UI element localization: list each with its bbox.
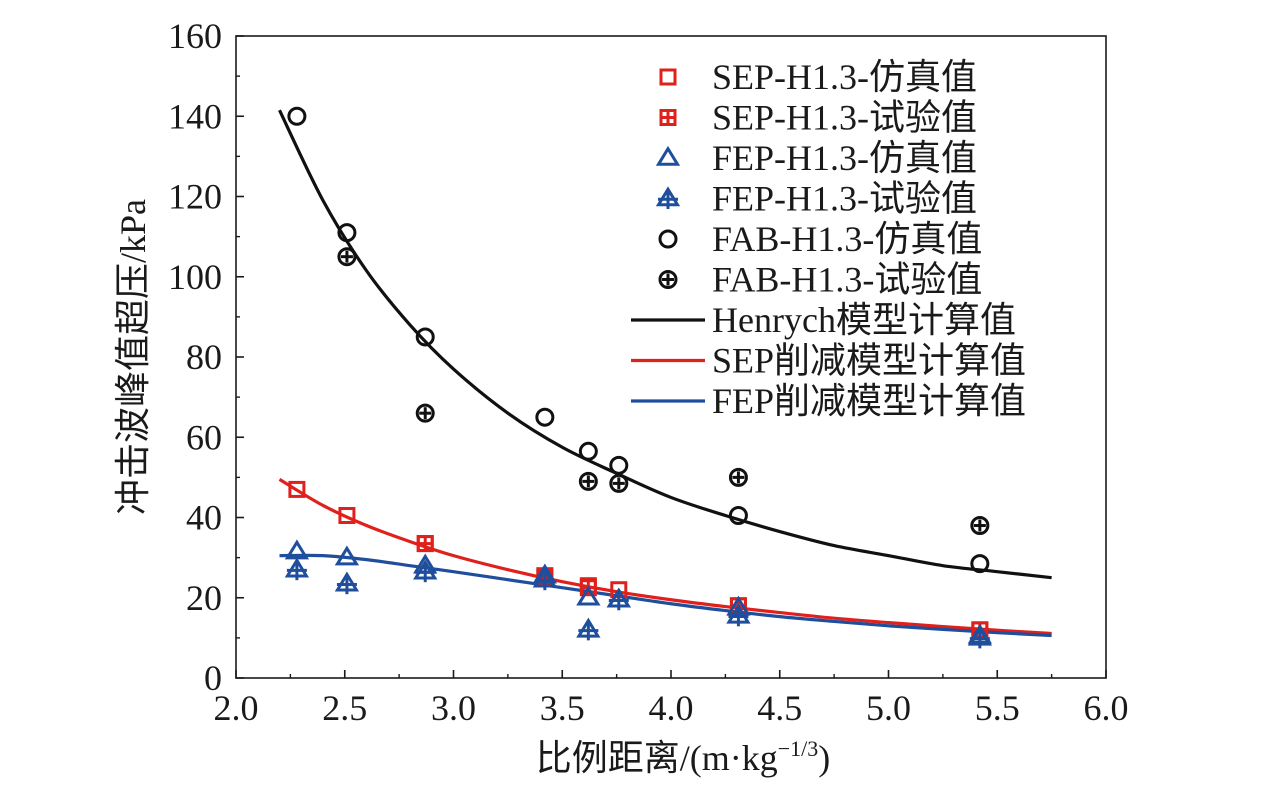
data-point [416, 535, 434, 553]
data-point [576, 585, 601, 606]
legend-item: SEP-H1.3-仿真值 [659, 57, 977, 97]
x-axis-title: 比例距离/(m·kg−1/3) [536, 736, 831, 778]
legend-marker [655, 186, 681, 209]
data-point [576, 617, 601, 641]
legend-label: Henrych模型计算值 [712, 300, 1016, 340]
x-tick-label: 2.0 [214, 688, 259, 728]
legend-item: FEP-H1.3-试验值 [655, 179, 977, 219]
data-point [337, 247, 357, 267]
data-point [578, 471, 598, 491]
x-tick-label: 2.5 [322, 688, 367, 728]
x-tick-label: 4.5 [757, 688, 802, 728]
data-point [970, 554, 990, 574]
data-point [606, 587, 631, 611]
y-tick-label: 20 [186, 578, 222, 618]
series-line [278, 478, 1052, 636]
data-point [967, 625, 993, 649]
data-point [728, 467, 748, 487]
x-tick-label: 5.5 [975, 688, 1020, 728]
legend-item: FAB-H1.3-试验值 [658, 260, 982, 300]
legend-item: SEP-H1.3-试验值 [659, 98, 977, 138]
y-tick-label: 160 [168, 16, 222, 56]
data-point [970, 516, 990, 536]
axis-ticks: 2.0 2.5 3.0 3.5 4.0 4.5 5.0 5.5 6.0 0 20 40 60 80 100 1… [168, 16, 1129, 728]
legend-label: FEP-H1.3-试验值 [712, 179, 977, 219]
y-tick-label: 120 [168, 177, 222, 217]
y-tick-label: 60 [186, 417, 222, 457]
data-point [532, 567, 558, 591]
x-tick-label: 4.0 [649, 688, 694, 728]
x-axis-title-main: 比例距离/(m·kg [536, 738, 778, 778]
data-point [284, 557, 310, 581]
data-point [415, 403, 435, 423]
legend-label: FEP-H1.3-仿真值 [712, 138, 977, 178]
data-point [578, 441, 598, 461]
y-tick-label: 40 [186, 498, 222, 538]
data-point [334, 571, 360, 595]
x-tick-label: 3.0 [431, 688, 476, 728]
data-point [413, 559, 438, 583]
legend-marker [655, 145, 681, 166]
data-point [726, 603, 751, 627]
legend-item: FEP削减模型计算值 [631, 381, 1026, 421]
data-point [535, 407, 555, 427]
data-point [415, 327, 435, 347]
legend-label: SEP-H1.3-仿真值 [712, 57, 977, 97]
legend-label: FAB-H1.3-仿真值 [712, 219, 982, 259]
y-tick-label: 100 [168, 257, 222, 297]
legend-item: Henrych模型计算值 [631, 300, 1016, 340]
legend-item: FEP-H1.3-仿真值 [655, 138, 977, 178]
legend-item: SEP削减模型计算值 [631, 341, 1026, 381]
legend-label: SEP-H1.3-试验值 [712, 98, 977, 138]
series-line [279, 553, 1052, 638]
data-point [287, 106, 307, 126]
y-tick-label: 0 [204, 658, 222, 698]
legend-marker [659, 109, 677, 126]
y-axis-title: 冲击波峰值超压/kPa [113, 199, 153, 515]
x-tick-label: 3.5 [540, 688, 585, 728]
y-tick-label: 80 [186, 337, 222, 377]
legend-marker [658, 270, 678, 289]
legend-marker [658, 229, 678, 249]
data-point [288, 480, 306, 498]
data-point [609, 455, 629, 475]
data-point [338, 506, 356, 524]
data-points [284, 106, 993, 649]
legend-item: FAB-H1.3-仿真值 [658, 219, 982, 259]
data-point [337, 223, 357, 243]
y-tick-label: 140 [168, 96, 222, 136]
legend-label: FAB-H1.3-试验值 [712, 260, 982, 300]
legend: SEP-H1.3-仿真值SEP-H1.3-试验值FEP-H1.3-仿真值FEP-… [631, 57, 1026, 421]
x-axis-title-superscript: −1/3 [778, 736, 819, 761]
legend-marker [659, 68, 677, 86]
legend-label: SEP削减模型计算值 [712, 341, 1026, 381]
legend-label: FEP削减模型计算值 [712, 381, 1026, 421]
data-point [334, 545, 360, 566]
x-axis-title-close: ) [818, 738, 830, 778]
x-tick-label: 6.0 [1084, 688, 1129, 728]
data-point [728, 505, 748, 525]
x-tick-label: 5.0 [866, 688, 911, 728]
data-point [609, 473, 629, 493]
